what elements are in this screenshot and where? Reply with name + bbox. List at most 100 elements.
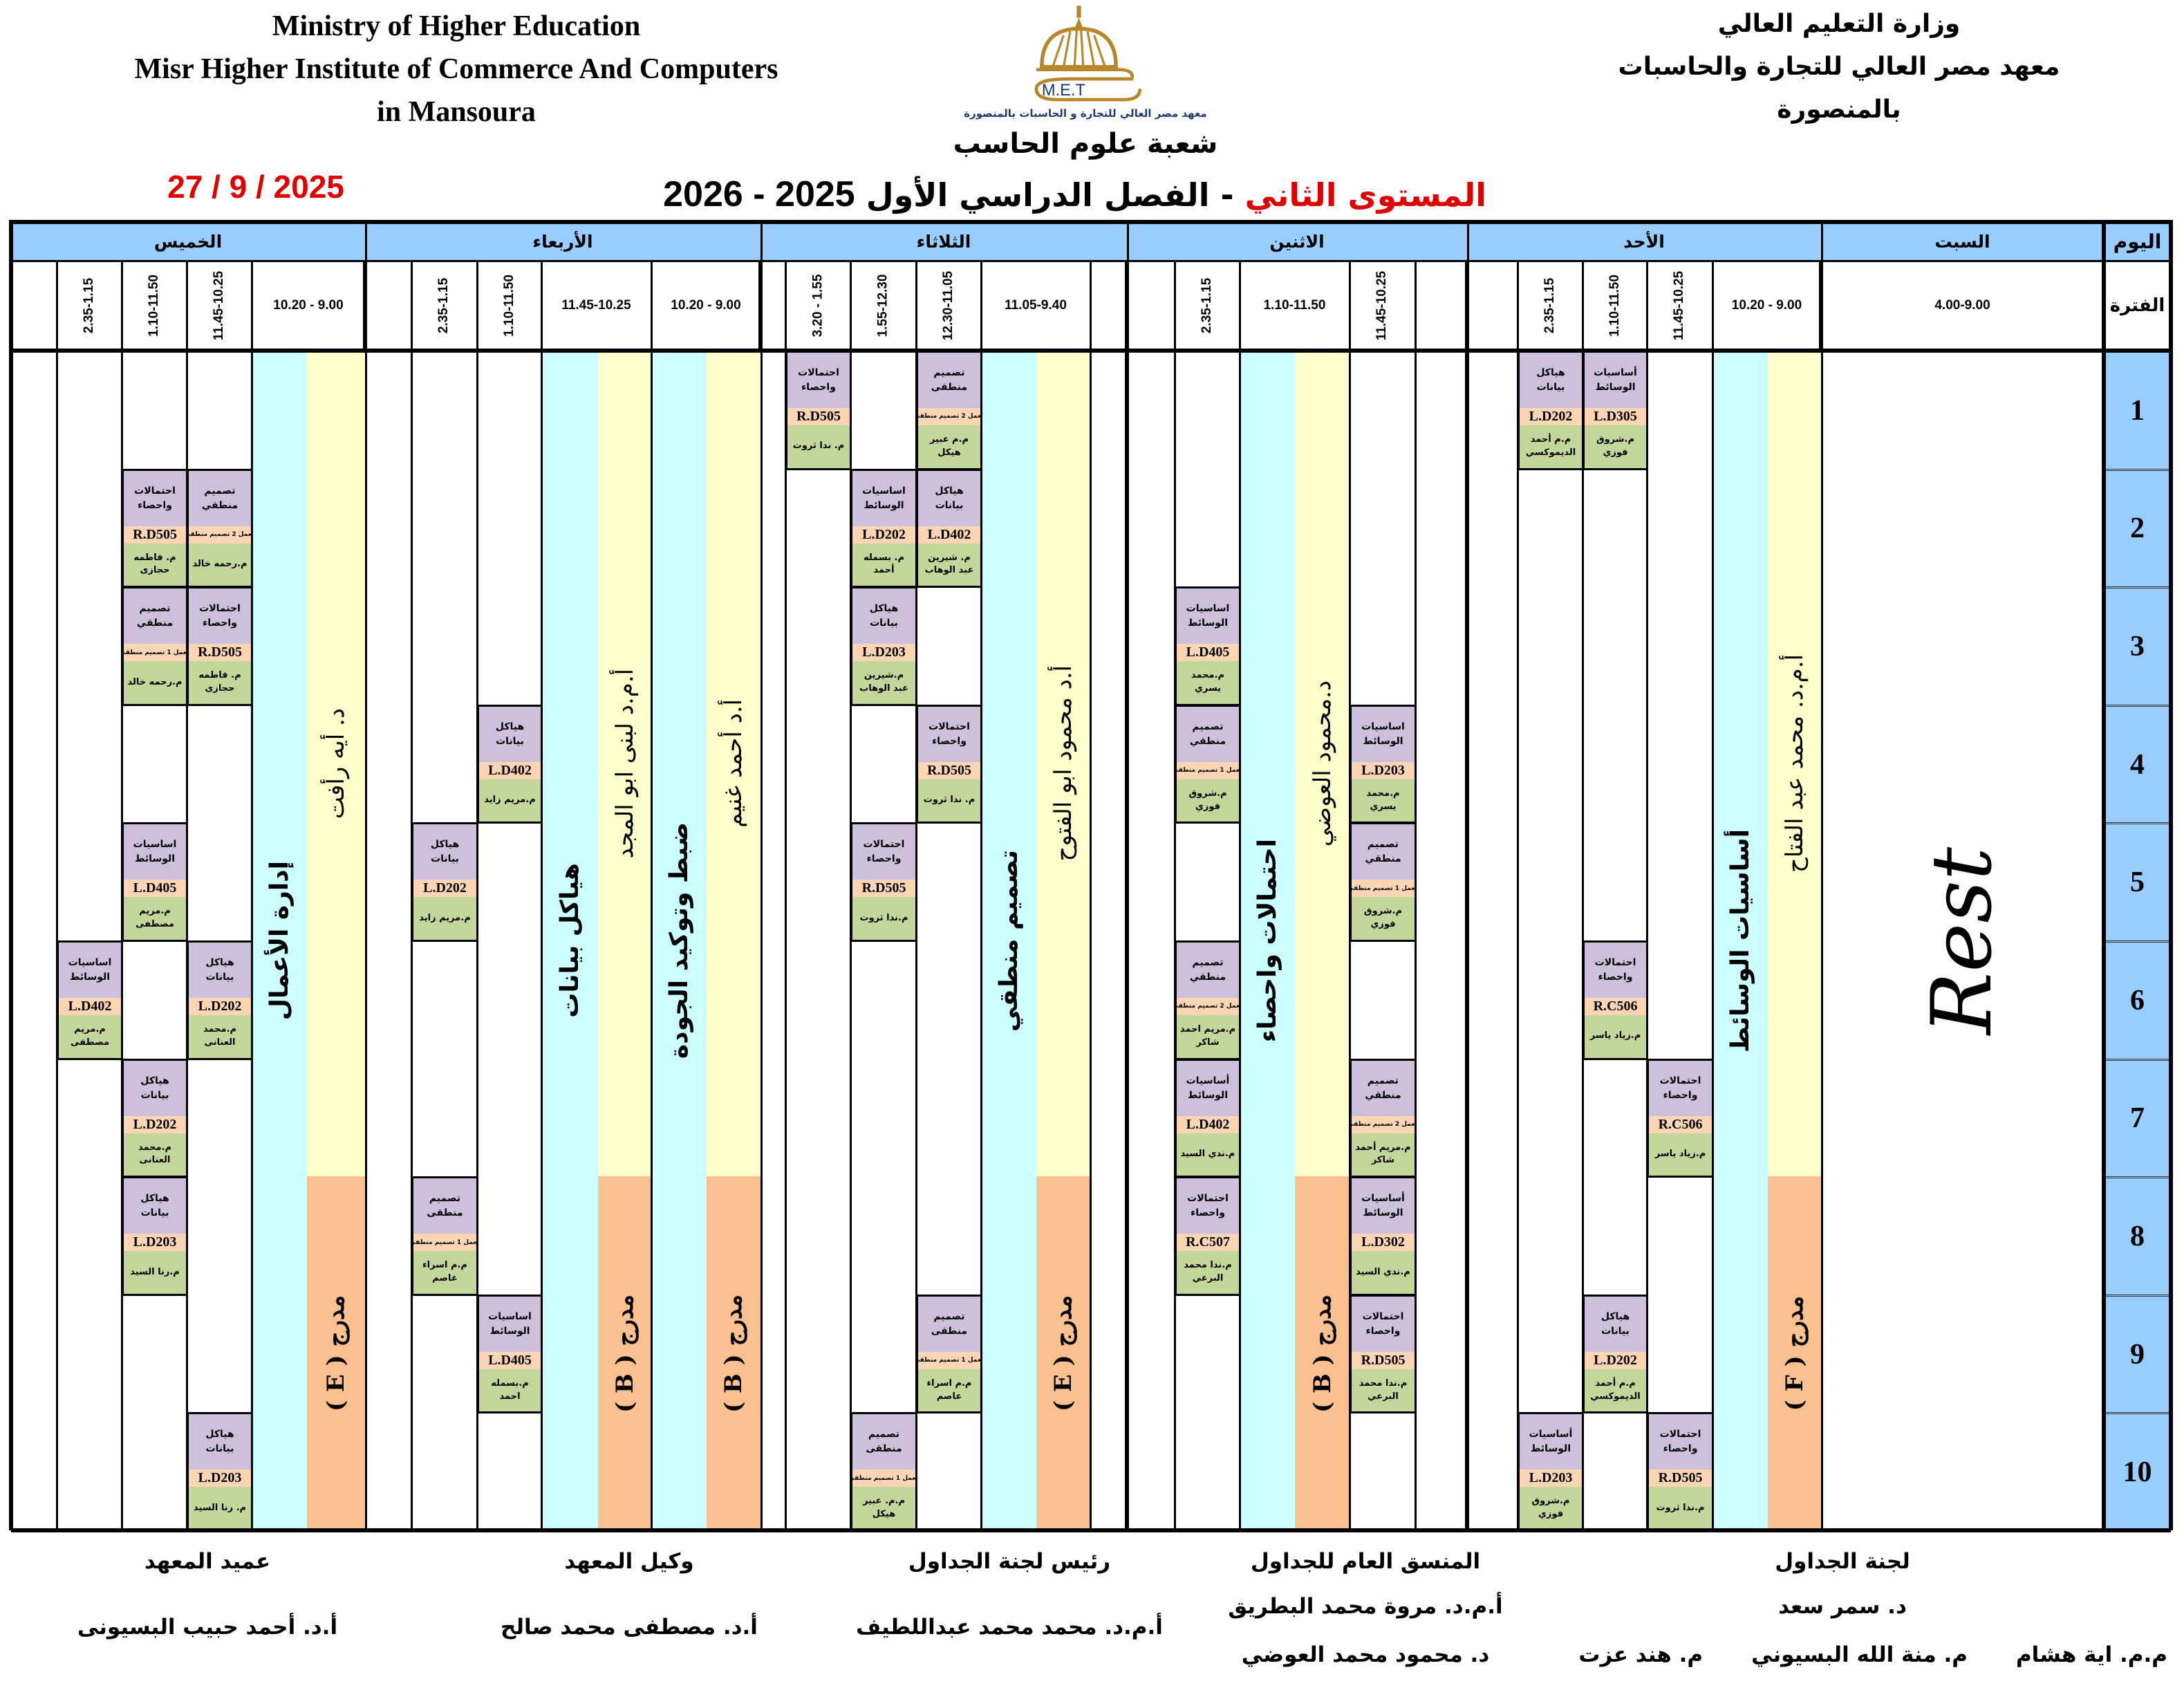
committee-member: م. منة الله البسيوني xyxy=(1751,1642,1968,1667)
lecture-course-band[interactable]: احتمالات واحصاء xyxy=(1240,351,1295,1530)
committee-head-title: رئيس لجنة الجداول xyxy=(908,1549,1111,1574)
period-time-header: 10.20 - 9.00 xyxy=(1712,261,1821,351)
session-cell[interactable]: هياكل بيانات L.D202 م.محمد العنانى xyxy=(122,1058,188,1178)
header-arabic-line-2: معهد مصر العالي للتجارة والحاسبات xyxy=(1618,53,2060,81)
session-cell[interactable]: تصميم منطقيمعمل 1 تصميم منطقيم.شروق فوزي xyxy=(1350,822,1417,942)
lecture-hall-band: مدرج ( E ) xyxy=(307,1176,365,1530)
session-cell[interactable]: هياكل بيانات L.D202 م.م أحمد الديموكسي xyxy=(1583,1294,1648,1414)
lecturer-band: أ.م.د. محمد عبد الفتاح xyxy=(1768,351,1821,1177)
instructor-name: م.ندا ثروت xyxy=(1649,1487,1712,1530)
instructor-name: م.م اسراء عاصم xyxy=(413,1251,476,1294)
course-name: هياكل بيانات xyxy=(918,470,980,526)
period-time-header xyxy=(11,261,57,351)
period-time-header: 4.00-9.00 xyxy=(1821,261,2104,351)
period-number: 5 xyxy=(2106,822,2169,940)
session-cell[interactable]: احتمالات واحصاء R.C507 م.ندا محمد البرعي xyxy=(1175,1176,1241,1296)
session-cell[interactable]: تصميم منطقيمعمل 2 تصميم منطقيم.مريم أحمد… xyxy=(1350,1058,1417,1178)
session-cell[interactable]: تصميم منطقىمعمل 1 تصميم منطقيم.م اسراء ع… xyxy=(916,1294,982,1414)
room-label: R.C507 xyxy=(1177,1234,1239,1252)
session-cell[interactable]: احتمالات واحصاء R.D505 م. فاطمه حجازى xyxy=(122,468,188,588)
lecture-course-band[interactable]: هياكل بيانات xyxy=(541,351,598,1530)
lecture-hall-wrap: مدرج ( E ) xyxy=(1036,1176,1090,1530)
grid-line xyxy=(1239,261,1241,1530)
session-cell[interactable]: هياكل بيانات L.D402 م. شيرين عبد الوهاب xyxy=(916,468,982,588)
lecture-course-band[interactable]: ضبط وتوكيد الجودة xyxy=(651,351,707,1530)
session-cell[interactable]: أساسيات الوسائط L.D305 م.شروق فوزي xyxy=(1583,351,1648,470)
instructor-name: م.ندا محمد البرعي xyxy=(1352,1369,1415,1412)
instructor-name: م.م أحمد الديموكسي xyxy=(1585,1369,1646,1412)
session-cell[interactable]: تصميم منطقىمعمل 2 تصميم منطقيم.م عبير هي… xyxy=(916,351,982,470)
grid-line xyxy=(1174,261,1176,1530)
session-cell[interactable]: هياكل بيانات L.D202 م.محمد العنانى xyxy=(187,940,253,1060)
lecture-course-band[interactable]: أساسيات الوسائط xyxy=(1712,351,1768,1530)
session-cell[interactable]: هياكل بيانات L.D402 م.مريم زايد xyxy=(477,704,543,824)
course-name: اساسيات الوسائط xyxy=(1352,706,1415,762)
committee-members: م.م. اية هشام م. منة الله البسيوني م. هن… xyxy=(1578,1642,2167,1667)
session-cell[interactable]: هياكل بيانات L.D203 م.شيرين عبد الوهاب xyxy=(850,586,917,706)
session-cell[interactable]: احتمالات واحصاء R.C506 م.زياد ياسر xyxy=(1583,940,1648,1060)
session-cell[interactable]: اساسيات الوسائط L.D402 م.مريم مصطفى xyxy=(57,940,123,1060)
lecturer-name: أ.د محمود ابو الفتوح xyxy=(1049,665,1077,862)
period-time-header: 2.35-1.15 xyxy=(1518,261,1583,351)
lecture-course-band[interactable]: إدارة الأعمال xyxy=(252,351,307,1530)
session-cell[interactable]: احتمالات واحصاء R.D505 م.ندا ثروت xyxy=(850,822,917,942)
session-cell[interactable]: تصميم منطقيمعمل 1 تصميم منطقيم.شروق فوزي xyxy=(1175,704,1241,824)
room-label: L.D202 xyxy=(1520,407,1582,425)
session-cell[interactable]: احتمالات واحصاء R.D505 م.ندا ثروت xyxy=(1647,1412,1714,1532)
lecturer-name-wrap: أ.م.د لبنى ابو المجد xyxy=(598,351,651,1176)
lecture-course: إدارة الأعمال xyxy=(265,860,294,1021)
session-cell[interactable]: احتمالات واحصاء R.C506 م.زياد ياسر xyxy=(1647,1058,1714,1178)
period-time: 2.35-1.15 xyxy=(436,277,451,334)
instructor-name: م.شروق فوزي xyxy=(1585,425,1646,468)
session-cell[interactable]: تصميم منطقيمعمل 1 تصميم منطقيم.رحمه خالد xyxy=(122,586,188,706)
logo-caption: معهد مصر العالي للتجارة و الحاسبات بالمن… xyxy=(964,107,1207,120)
room-label: معمل 2 تصميم منطقي xyxy=(189,526,251,544)
period-time: 3.20 - 1.55 xyxy=(810,274,825,337)
session-cell[interactable]: هياكل بيانات L.D203 م. رنا السيد xyxy=(187,1412,253,1532)
period-time-header: 11.45-10.25 xyxy=(541,261,651,351)
session-cell[interactable]: اساسيات الوسائط L.D202 م. بسمله أحمد xyxy=(850,468,917,588)
room-label: L.D402 xyxy=(1177,1115,1239,1133)
session-cell[interactable]: اساسيات الوسائط L.D405 م.بسمله احمد xyxy=(477,1294,543,1414)
grid-line xyxy=(1819,222,1823,1530)
session-cell[interactable]: تصميم منطقيمعمل 2 تصميم منطقيم.مريم احمد… xyxy=(1175,940,1241,1060)
course-name: اساسيات الوسائط xyxy=(124,824,186,880)
instructor-name: م.محمد يسري xyxy=(1177,661,1239,704)
lecturer-band: د.محمود العوضي xyxy=(1295,351,1350,1177)
session-cell[interactable]: اساسيات الوسائط L.D405 م.مريم مصطفى xyxy=(122,822,188,942)
session-cell[interactable]: أساسيات الوسائط L.D402 م.ندي السيد xyxy=(1175,1058,1241,1178)
session-cell[interactable]: احتمالات واحصاء R.D505 م. فاطمه حجازى xyxy=(187,586,253,706)
session-cell[interactable]: تصميم منطقىمعمل 1 تصميم منطقيم.م اسراء ع… xyxy=(411,1176,478,1296)
lecture-course-band[interactable]: تصميم منطقي xyxy=(981,351,1036,1530)
grid-line xyxy=(785,261,787,1530)
session-cell[interactable]: تصميم منطقىمعمل 1 تصميم منطقيم.م. عبير ه… xyxy=(850,1412,917,1532)
session-cell[interactable]: أساسيات الوسائط L.D203 م.شروق فوزي xyxy=(1518,1412,1584,1532)
header-english-line-3: in Mansoura xyxy=(377,96,536,128)
session-cell[interactable]: هياكل بيانات L.D202 م.م أحمد الديموكسي xyxy=(1518,351,1584,470)
session-cell[interactable]: احتمالات واحصاء R.D505 م. ندا ثروت xyxy=(785,351,852,470)
period-time: 1.10-11.50 xyxy=(1263,298,1326,313)
lecture-course: احتمالات واحصاء xyxy=(1253,838,1282,1043)
room-label: R.D505 xyxy=(918,761,980,779)
lecture-hall-wrap: مدرج ( F ) xyxy=(1768,1176,1821,1530)
session-cell[interactable]: هياكل بيانات L.D202 م.مريم زايد xyxy=(411,822,478,942)
session-cell[interactable]: احتمالات واحصاء R.D505 م.ندا محمد البرعي xyxy=(1350,1294,1417,1414)
session-cell[interactable]: اساسيات الوسائط L.D405 م.محمد يسري xyxy=(1175,586,1241,706)
session-cell[interactable]: هياكل بيانات L.D203 م.رنا السيد xyxy=(122,1176,188,1296)
lecture-hall: مدرج ( E ) xyxy=(322,1295,350,1412)
period-number: 9 xyxy=(2106,1294,2169,1413)
instructor-name: م.محمد العنانى xyxy=(189,1014,251,1058)
session-cell[interactable]: اساسيات الوسائط L.D203 م.محمد يسري xyxy=(1350,704,1417,824)
lecture-hall-wrap: مدرج ( E ) xyxy=(307,1176,365,1530)
instructor-name: م.زياد ياسر xyxy=(1585,1014,1646,1058)
period-time: 11.05-9.40 xyxy=(1005,298,1067,313)
session-cell[interactable]: تصميم منطقيمعمل 2 تصميم منطقيم.رحمه خالد xyxy=(187,468,253,588)
course-name: تصميم منطقى xyxy=(413,1178,476,1234)
period-time-header: 11.45-10.25 xyxy=(1350,261,1415,351)
day-column-label: اليوم xyxy=(2104,222,2171,261)
session-cell[interactable]: أساسيات الوسائط L.D302 م.ندي السيد xyxy=(1350,1176,1417,1296)
period-number: 8 xyxy=(2106,1176,2169,1295)
session-cell[interactable]: احتمالات واحصاء R.D505 م. ندا ثروت xyxy=(916,704,982,824)
instructor-name: م.محمد يسري xyxy=(1352,779,1415,822)
period-time: 1.10-11.50 xyxy=(1607,275,1622,337)
